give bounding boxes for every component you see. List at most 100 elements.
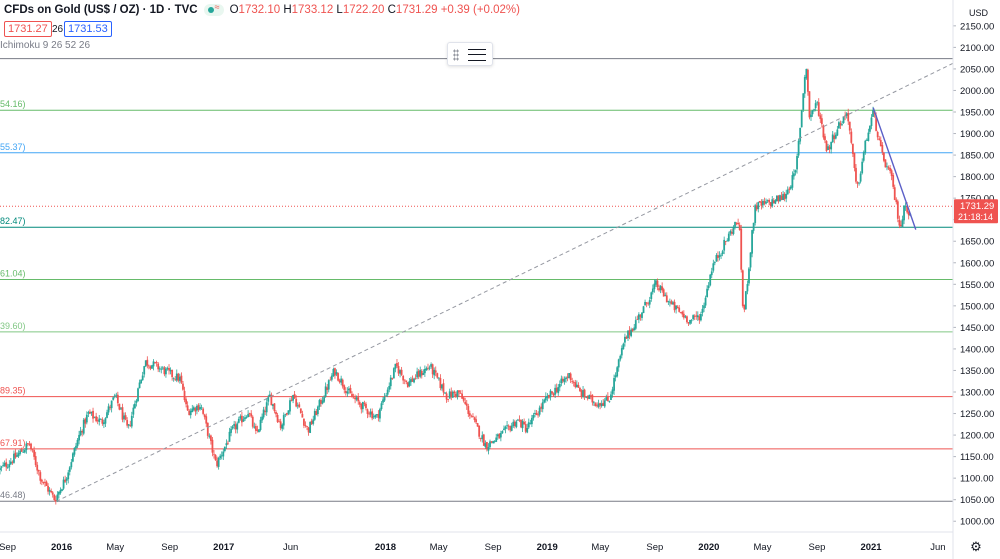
candle-body (836, 129, 839, 136)
market-status-icon[interactable] (203, 2, 224, 16)
price-tick-label: 1500.00 (960, 301, 994, 312)
candle-body (611, 389, 614, 394)
candle-body (183, 390, 186, 401)
candle-body (597, 403, 600, 407)
candle-body (810, 114, 812, 117)
candle-body (383, 397, 386, 401)
candle-body (377, 414, 380, 418)
candle-body (766, 200, 769, 202)
candle-body (614, 375, 617, 378)
indicator-label[interactable]: Ichimoku 9 26 52 26 (0, 40, 91, 51)
candle-body (244, 417, 246, 420)
candle-body (392, 368, 395, 379)
price-tick-label: 1050.00 (960, 495, 994, 506)
candle-body (382, 399, 384, 403)
candle-body (517, 419, 519, 421)
candle-body (202, 408, 205, 414)
candle-body (470, 416, 473, 418)
candle-body (644, 301, 646, 306)
candle-body (524, 424, 527, 432)
price-axis-bg[interactable] (953, 0, 1000, 559)
time-axis-bg[interactable] (0, 532, 953, 559)
candle-body (585, 397, 588, 398)
candle-body (289, 400, 291, 412)
candle-body (551, 391, 553, 394)
candle-body (572, 381, 575, 383)
candle-body (422, 373, 425, 375)
candle-body (385, 395, 388, 397)
candle-body (307, 427, 310, 433)
candle-body (98, 418, 101, 422)
menu-icon[interactable] (468, 49, 486, 61)
fibonacci-levels: 54.16) 55.37) 82.47) 61.04) 39.60) 89.35) 67.9… (0, 58, 953, 502)
candle-body (189, 410, 192, 416)
candle-body (686, 316, 688, 323)
candle-body (369, 411, 372, 415)
candle-body (594, 403, 597, 407)
candle-body (248, 413, 251, 415)
candle-body (278, 421, 281, 423)
candle-body (727, 233, 730, 241)
candle-body (81, 431, 84, 433)
candle-body (37, 469, 40, 472)
candle-body (848, 121, 851, 131)
candle-body (303, 418, 305, 426)
candle-body (8, 464, 11, 468)
candle-body (665, 295, 668, 303)
symbol-title[interactable]: CFDs on Gold (US$ / OZ) · 1D · TVC (4, 4, 198, 16)
candle-body (878, 138, 881, 140)
candle-body (341, 379, 344, 387)
candle-body (129, 425, 132, 426)
candle-body (672, 302, 674, 305)
candle-body (11, 461, 14, 463)
candle-body (709, 274, 712, 286)
fib-level-label: 54.16) (0, 99, 26, 109)
candle-body (847, 112, 850, 122)
candle-body (741, 270, 744, 306)
symbol-legend[interactable]: CFDs on Gold (US$ / OZ) · 1D · TVC O1732… (4, 2, 520, 16)
candle-body (650, 292, 653, 299)
drawing-toolbar[interactable] (447, 42, 493, 66)
candle-body (602, 402, 605, 406)
candle-body (281, 424, 284, 429)
price-tick-label: 2100.00 (960, 43, 994, 54)
candle-body (571, 381, 574, 382)
candle-body (814, 103, 817, 109)
candle-body (624, 336, 626, 343)
candle-body (520, 419, 522, 428)
candle-body (5, 462, 8, 468)
candle-body (216, 460, 218, 467)
dashed-trendline[interactable] (56, 62, 954, 502)
candle-body (802, 93, 805, 110)
candle-body (287, 410, 290, 414)
candle-body (580, 390, 583, 397)
candle-body (731, 232, 733, 234)
candle-body (532, 415, 535, 419)
current-price-value: 1731.29 (960, 201, 994, 212)
candle-body (661, 286, 664, 291)
candle-body (109, 407, 111, 409)
candle-body (853, 152, 856, 168)
candle-body (772, 200, 775, 204)
candle-body (123, 415, 125, 419)
time-tick-label: 2021 (860, 542, 882, 553)
candle-body (239, 416, 242, 419)
time-tick-label: May (106, 542, 124, 553)
candle-body (689, 319, 691, 324)
candle-body (867, 132, 870, 141)
candle-body (625, 336, 628, 339)
drag-handle-icon[interactable] (453, 49, 459, 61)
downtrend-line[interactable] (872, 107, 917, 230)
candle-body (112, 397, 115, 400)
buy-quote-button[interactable]: 1731.53 (64, 21, 112, 37)
candle-body (90, 411, 93, 414)
candle-body (316, 406, 319, 415)
candle-body (247, 414, 250, 418)
sell-quote-button[interactable]: 1731.27 (4, 21, 52, 37)
candle-body (882, 152, 885, 161)
candle-body (591, 394, 594, 403)
candle-body (241, 415, 243, 423)
gear-icon[interactable]: ⚙ (970, 539, 982, 554)
candle-body (780, 195, 783, 200)
